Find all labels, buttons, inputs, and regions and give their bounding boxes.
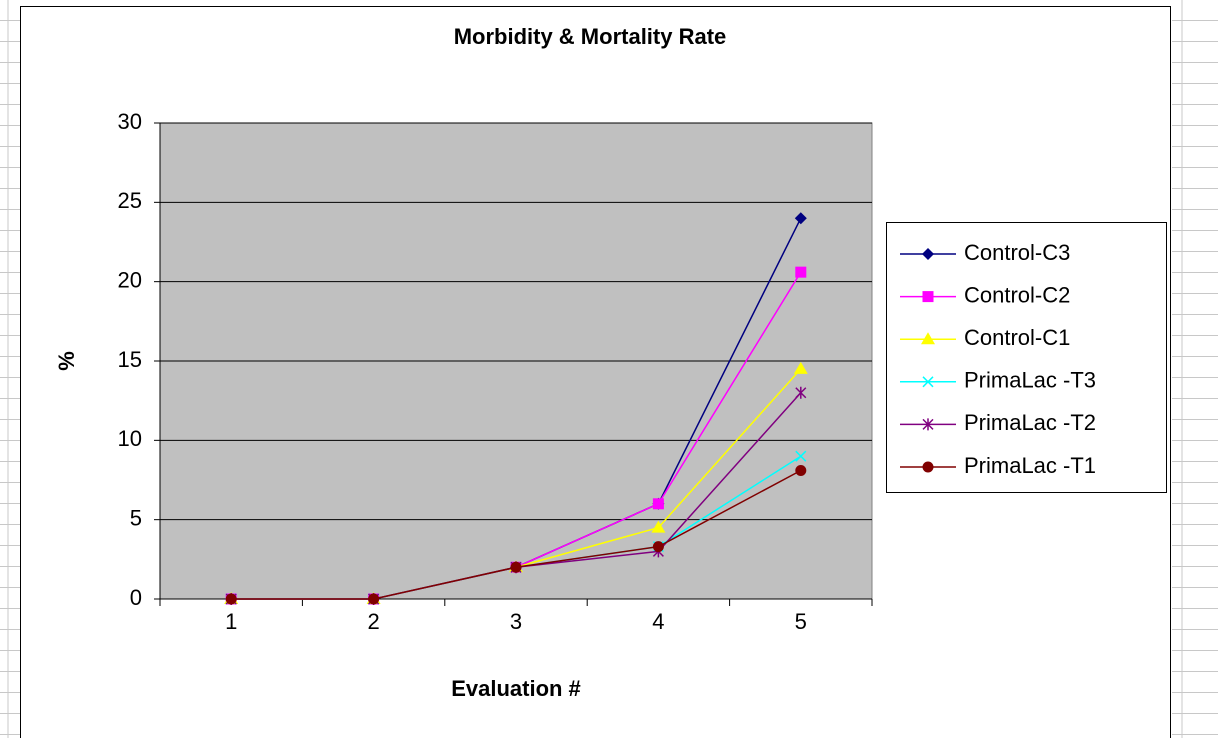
x-axis-title: Evaluation # [451, 676, 581, 701]
marker [793, 361, 808, 374]
marker [922, 291, 934, 303]
y-tick-label: 5 [130, 505, 142, 530]
y-tick-label: 25 [118, 188, 142, 213]
marker [794, 212, 807, 225]
marker [922, 418, 934, 431]
marker [921, 332, 935, 345]
marker [368, 593, 380, 605]
marker [225, 593, 237, 605]
legend-label: PrimaLac -T1 [964, 453, 1096, 478]
marker [510, 561, 522, 573]
legend-label: PrimaLac -T3 [964, 368, 1096, 393]
x-tick-label: 3 [510, 609, 522, 634]
marker [795, 464, 807, 476]
legend-label: PrimaLac -T2 [964, 410, 1096, 435]
legend [886, 222, 1167, 493]
legend-label: Control-C1 [964, 325, 1070, 350]
legend-label: Control-C2 [964, 282, 1070, 307]
x-tick-label: 1 [225, 609, 237, 634]
legend-label: Control-C3 [964, 240, 1070, 265]
y-tick-label: 15 [118, 347, 142, 372]
y-axis-title: % [54, 351, 79, 371]
marker [922, 376, 934, 388]
y-tick-label: 30 [118, 109, 142, 134]
marker [795, 266, 807, 278]
sheet-grid [1172, 0, 1218, 738]
marker [795, 450, 807, 462]
marker [922, 461, 934, 473]
x-tick-label: 5 [795, 609, 807, 634]
marker [651, 520, 666, 533]
marker [795, 386, 807, 399]
y-tick-label: 0 [130, 585, 142, 610]
y-tick-label: 10 [118, 426, 142, 451]
chart-title: Morbidity & Mortality Rate [454, 24, 727, 49]
marker [922, 248, 934, 260]
sheet-grid [0, 0, 20, 738]
marker [652, 541, 664, 553]
x-tick-label: 4 [652, 609, 664, 634]
x-tick-label: 2 [367, 609, 379, 634]
y-tick-label: 20 [118, 267, 142, 292]
marker [652, 498, 664, 510]
